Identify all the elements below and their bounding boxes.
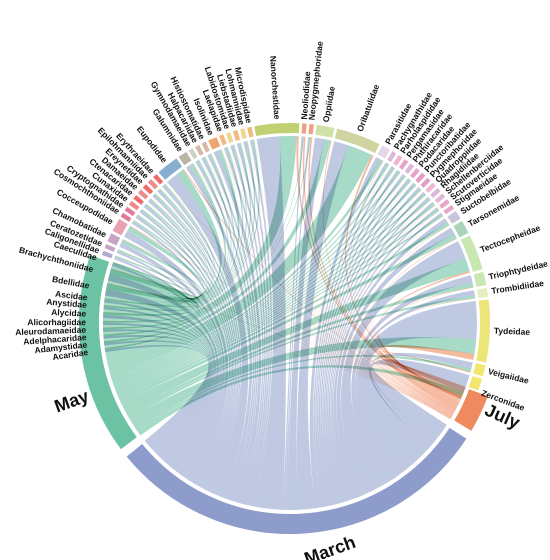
label-tydeidae: Tydeidae [494,326,531,337]
label-oppiidae: Oppiidae [321,85,337,123]
arc-parholaspididae [393,155,403,166]
arc-lohmanniidae [240,128,247,140]
ribbon-tectocepheidae-march [340,241,466,496]
ribbon-veigaiidae-may [136,354,472,432]
ribbon-bdellidae-may [106,274,199,303]
month-label-may: May [52,386,92,417]
arc-caligonellidae [101,250,113,259]
arc-podacaridae [410,167,420,179]
arc-oppiidae [315,124,335,138]
arc-rhagidiidae [430,188,441,198]
arc-punctoribatidae [415,172,426,184]
arc-epilohmanniidae [147,179,159,190]
arc-microdispidae [247,126,254,138]
arc-gymnodamaeidae [188,148,198,160]
ribbon-layer [102,136,478,510]
arc-triophtydeidae [473,271,487,287]
ribbon-tydeidae-march [357,301,478,478]
arc-galumnidae [178,151,192,166]
arc-suctobelbidae [447,210,461,224]
ribbon-podacaridae-march [320,178,410,506]
arc-tarsonemidae [453,220,469,238]
arc-parasitidae [377,145,390,159]
arc-may [77,252,140,452]
arc-quadroppiidae [425,182,436,193]
arc-layer [77,122,491,536]
ribbon-neoliodidae-july [302,136,458,409]
ribbon-nanorchestidae-march [255,136,286,510]
arc-july [451,386,491,434]
arc-march [123,425,470,536]
ribbon-chamobatidae-march [119,242,225,478]
ribbon-adelphacaridae-may [103,264,199,337]
ribbon-pergamasidae-march [316,169,399,507]
arc-ceratozetidae [104,243,116,252]
arc-pergamasidae [398,159,409,170]
ribbon-oppiidae-march [287,137,325,510]
label-aleurodamaeidae: Aleurodamaeidae [15,325,86,338]
arc-veigaiidae [473,363,486,377]
label-ascidae: Ascidae [55,289,89,303]
ribbon-cocceupodidae-march [124,230,229,482]
arc-cunaxidae [128,200,140,211]
label-anystidae: Anystidae [46,297,88,310]
arc-isolinidae [208,136,221,150]
ribbon-anystidae-may [103,271,199,311]
arc-liebstadiidae [233,130,240,141]
arc-chamobatidae [107,233,121,246]
ribbon-isolinidae-may [102,149,240,324]
arc-oribatulidae [334,128,380,154]
arc-ereynetidae [142,184,154,195]
ribbon-suctobelbidae-march [333,218,448,501]
arc-neopygmephoridae [308,123,314,135]
arc-halpacariidae [195,144,204,156]
arc-laelapidae [219,134,227,146]
arc-tectocepheidae [460,235,483,272]
arc-cryptognathidae [124,206,136,217]
month-label-march: March [302,532,359,560]
label-trombidiidae: Trombidiidae [491,278,545,296]
arc-schellenberciidae [434,193,446,204]
arc-pygmephoridae [420,177,431,188]
label-alicorhagiidae: Alicorhagiidae [27,317,86,327]
label-veigaiidae: Veigaiidae [487,366,530,386]
label-tectocepheidae: Tectocepheidae [479,222,542,254]
label-neoliodidae: Neoliodidae [299,71,312,120]
arc-eupodidae [158,158,183,180]
label-alycidae: Alycidae [51,307,87,318]
label-nanorchestidae: Nanorchestidae [268,55,282,120]
ribbon-alycidae-march [103,314,213,455]
ribbon-neoliodidae-march [283,136,304,510]
ribbon-veigaiidae-march [369,352,473,448]
arc-damaeidae [137,189,149,200]
arc-labidostomidae [226,132,234,143]
arc-cocceupodidae [112,218,128,236]
ribbon-oppiidae-may [104,139,331,353]
ribbon-tarsonemidae-march [336,227,455,499]
ribbon-tectocepheidae-may [120,258,470,414]
arc-stigmaeidae [443,205,455,215]
ribbon-cosmochthoniidae-may [104,220,206,302]
arc-nanorchestidae [254,122,300,137]
arc-neoliodidae [301,123,307,134]
ribbon-oribatulidae-may [105,145,372,375]
arc-tydeidae [476,299,490,363]
ribbon-alicorhagiidae-march [103,322,212,452]
ribbon-phthiracaridae-march [318,173,405,507]
label-adelphacaridae: Adelphacaridae [23,332,87,347]
arc-cosmochthoniidae [120,212,132,222]
ribbon-tarsonemidae-may [118,233,457,403]
arc-scutoverticidae [439,199,450,209]
ribbon-epilohmanniidae-may [103,188,214,307]
arc-ctenacaridae [133,195,144,205]
arc-histiostomatidae [201,141,210,153]
arc-trombidiidae [477,287,489,299]
label-oribatulidae: Oribatulidae [355,83,382,133]
arc-erythraeidae [153,174,164,185]
arc-pachygnathidae [387,151,397,163]
ribbon-neopygmephoridae-march [285,136,310,510]
arc-phthiracaridae [404,163,415,175]
